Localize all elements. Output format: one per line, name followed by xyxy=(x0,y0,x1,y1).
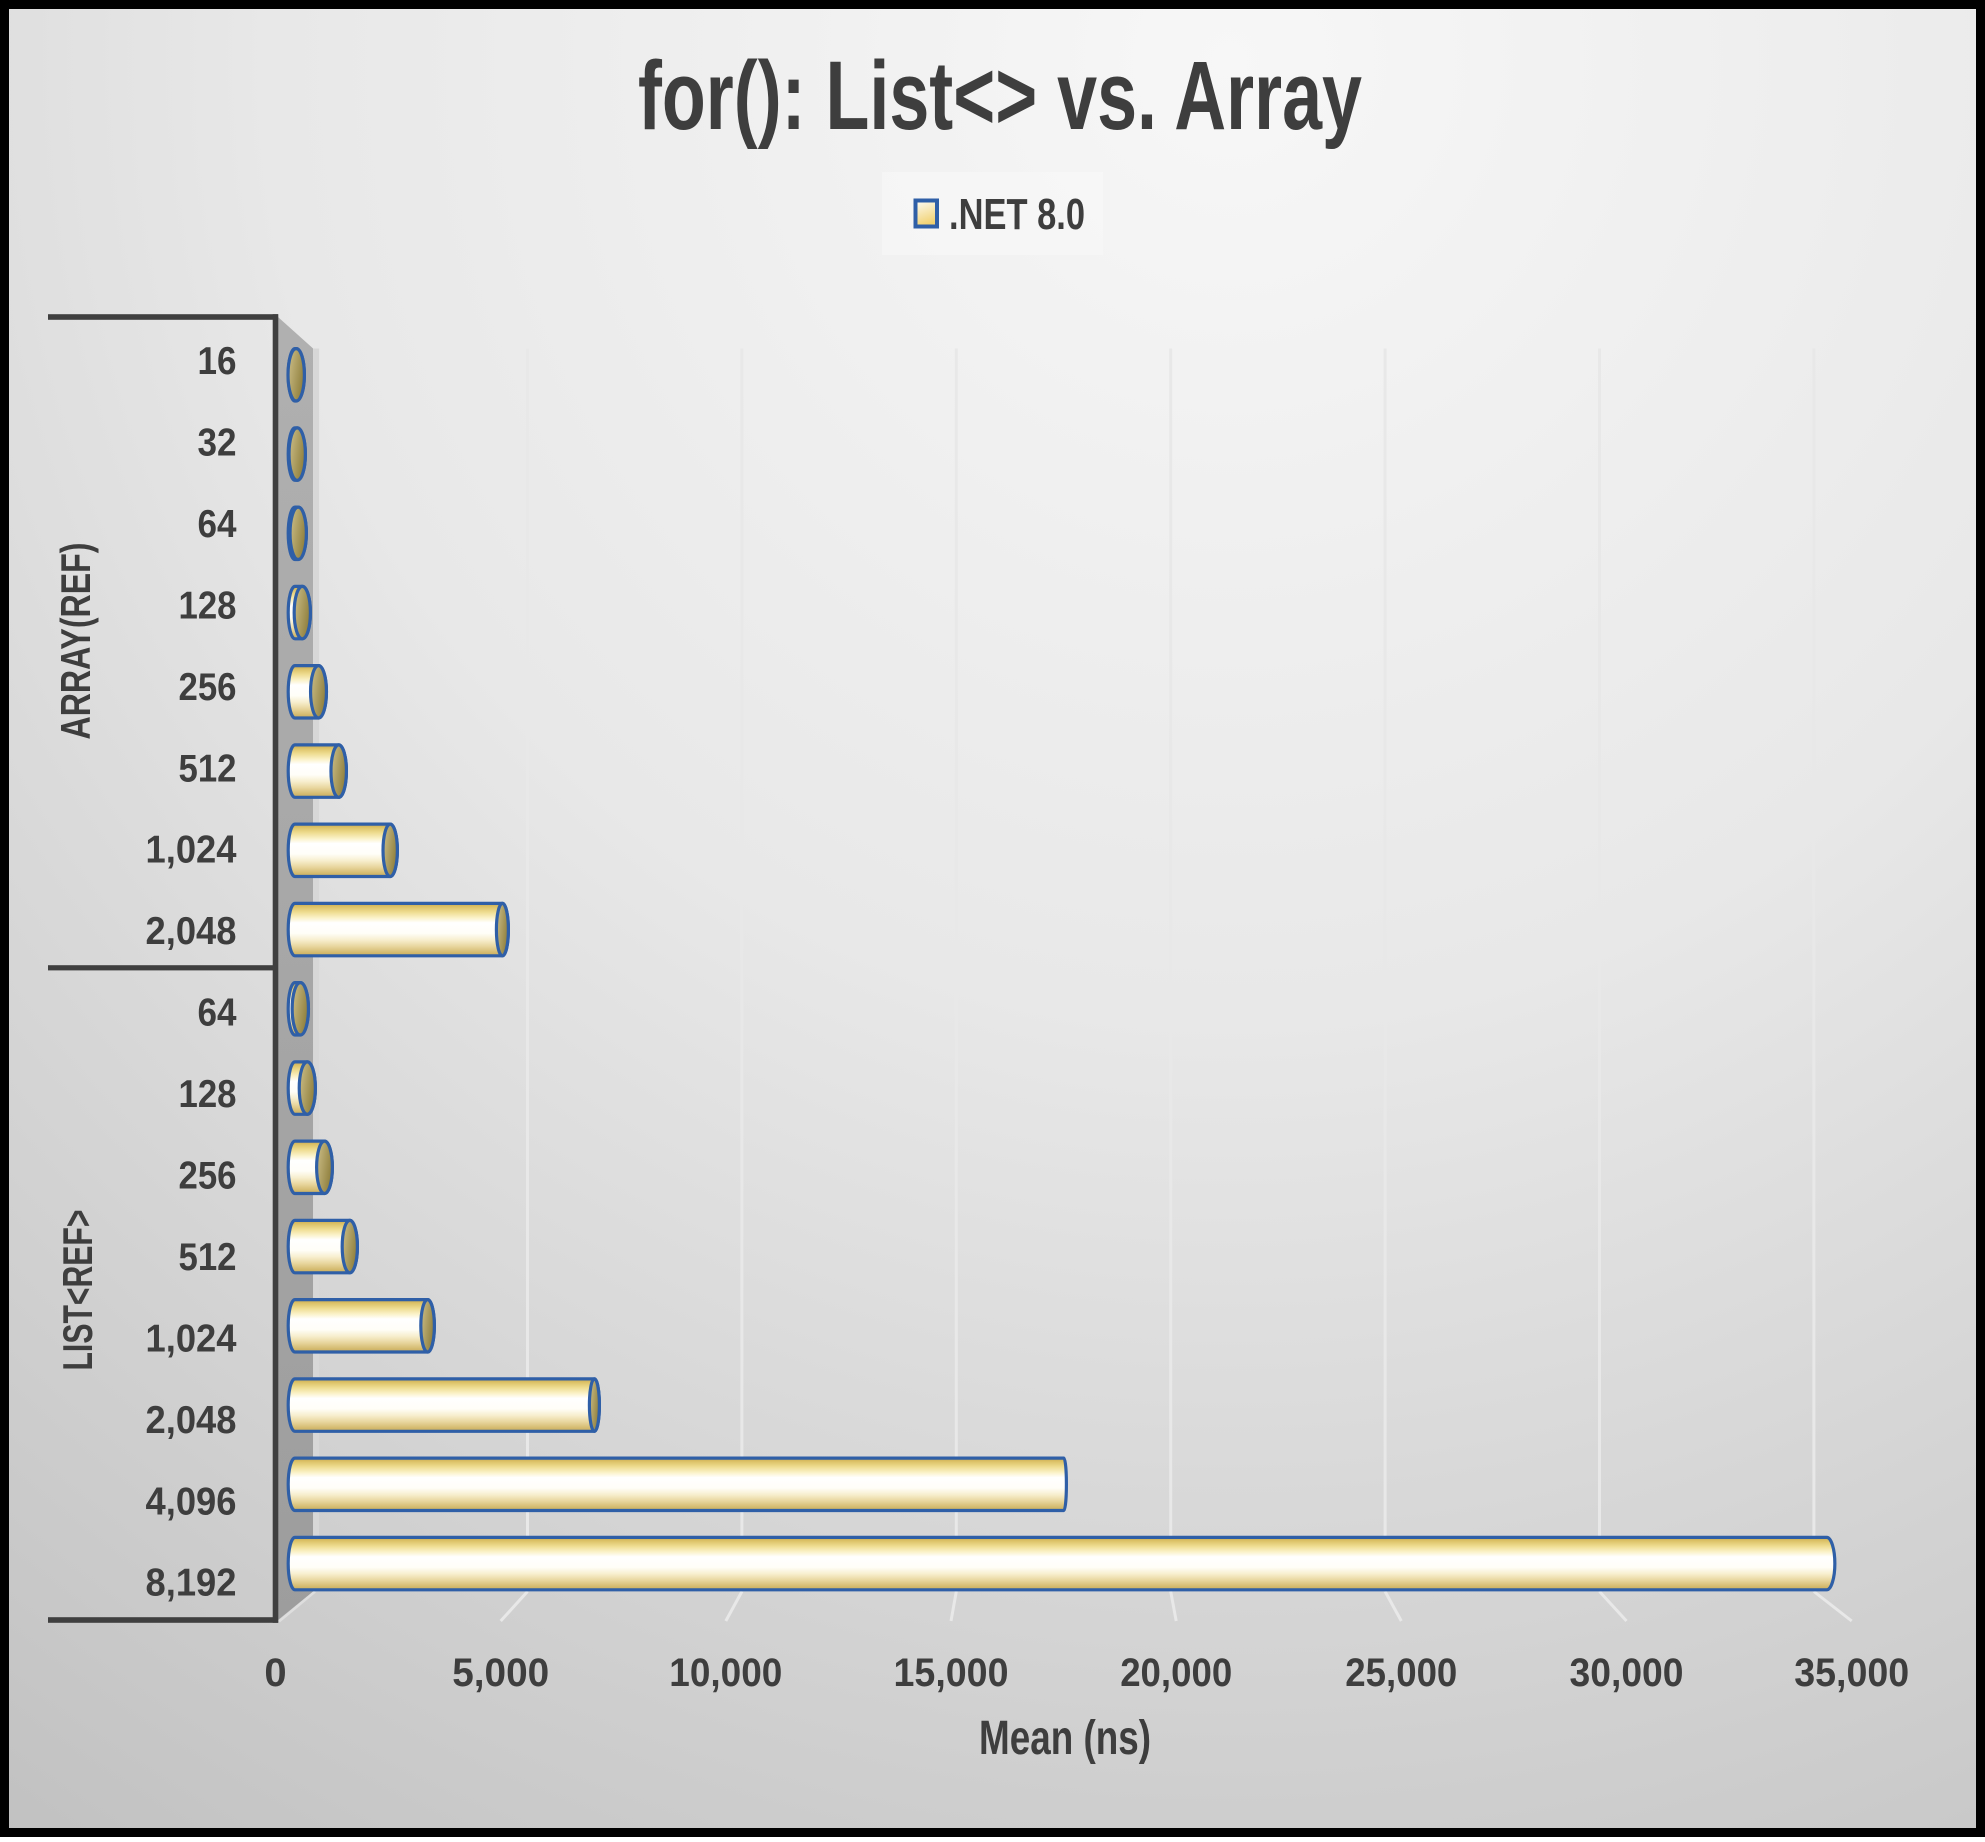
svg-text:ARRAY(REF): ARRAY(REF) xyxy=(52,543,99,740)
svg-text:256: 256 xyxy=(179,1155,237,1198)
svg-text:16: 16 xyxy=(198,340,237,383)
svg-text:8,192: 8,192 xyxy=(146,1562,237,1605)
svg-text:32: 32 xyxy=(198,422,237,465)
svg-text:15,000: 15,000 xyxy=(894,1651,1009,1695)
svg-text:1,024: 1,024 xyxy=(146,829,237,872)
svg-text:10,000: 10,000 xyxy=(669,1651,782,1695)
svg-text:512: 512 xyxy=(179,1236,237,1279)
svg-text:4,096: 4,096 xyxy=(146,1480,237,1523)
svg-text:Mean (ns): Mean (ns) xyxy=(979,1712,1151,1765)
svg-text:35,000: 35,000 xyxy=(1794,1651,1909,1695)
svg-text:LIST<REF>: LIST<REF> xyxy=(54,1210,101,1371)
svg-text:1,024: 1,024 xyxy=(146,1317,237,1360)
svg-text:25,000: 25,000 xyxy=(1345,1651,1457,1695)
svg-text:30,000: 30,000 xyxy=(1570,1651,1684,1695)
svg-text:0: 0 xyxy=(264,1651,286,1695)
svg-text:256: 256 xyxy=(179,666,237,709)
svg-text:512: 512 xyxy=(179,747,237,790)
svg-text:2,048: 2,048 xyxy=(146,1399,237,1442)
svg-text:for(): List<> vs. Array: for(): List<> vs. Array xyxy=(638,41,1362,150)
svg-text:.NET 8.0: .NET 8.0 xyxy=(949,190,1085,239)
svg-text:5,000: 5,000 xyxy=(452,1651,549,1695)
svg-text:128: 128 xyxy=(179,584,237,627)
svg-text:64: 64 xyxy=(198,503,237,546)
svg-text:2,048: 2,048 xyxy=(146,910,237,953)
svg-text:20,000: 20,000 xyxy=(1120,1651,1232,1695)
svg-text:64: 64 xyxy=(198,992,237,1035)
svg-text:128: 128 xyxy=(179,1073,237,1116)
